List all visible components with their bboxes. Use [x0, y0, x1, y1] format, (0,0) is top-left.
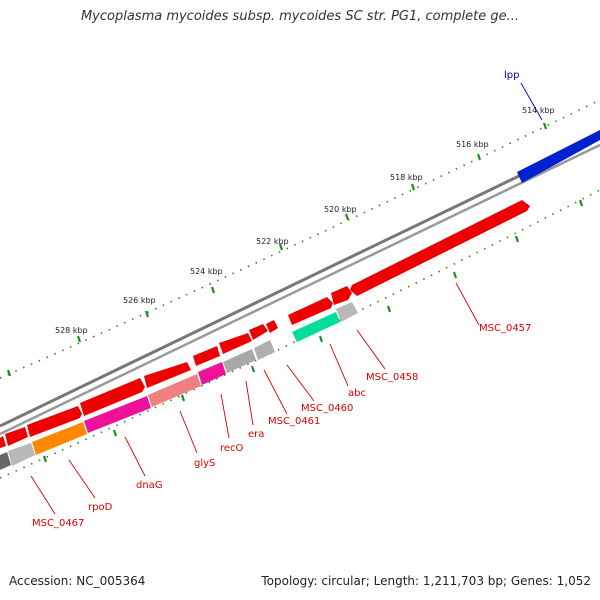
label-msc0467: MSC_0467 [32, 518, 84, 529]
label-abc: abc [348, 388, 366, 399]
label-msc0457: MSC_0457 [479, 323, 531, 334]
leader-msc0461 [263, 369, 288, 415]
leader-era [245, 380, 254, 426]
label-rpod: rpoD [88, 502, 113, 513]
scale-label: 524 kbp [190, 267, 223, 276]
gene-left-gray[interactable] [0, 452, 11, 470]
label-lpp: lpp [504, 70, 519, 81]
label-msc0458: MSC_0458 [366, 372, 418, 383]
tick-mark [476, 153, 482, 161]
leader-msc0457 [455, 282, 480, 326]
tick-mark [514, 235, 520, 243]
scale-label: 514 kbp [522, 106, 555, 115]
gene-arrow[interactable] [331, 286, 352, 305]
gene-arrow[interactable] [266, 320, 278, 333]
label-reco: recO [220, 443, 244, 454]
tick-mark [210, 286, 216, 294]
leader-rpod [68, 459, 96, 499]
label-era: era [248, 429, 264, 440]
gene-era[interactable] [254, 340, 275, 360]
leader-glys [179, 410, 198, 454]
gene-dnag[interactable] [84, 396, 151, 433]
genome-backbone-inner [0, 143, 600, 436]
scale-labels: 514 kbp 516 kbp 518 kbp 520 kbp 522 kbp … [55, 106, 555, 335]
gene-msc0457[interactable] [350, 200, 530, 296]
tick-mark [42, 455, 48, 463]
tick-mark [386, 305, 392, 313]
genome-backbone-outer [0, 135, 600, 428]
gene-arrow[interactable] [193, 346, 220, 366]
gene-arrow[interactable] [27, 406, 82, 437]
gene-abc[interactable] [336, 302, 358, 322]
gene-arrow[interactable] [219, 333, 252, 354]
leader-reco [220, 393, 230, 439]
scale-label: 528 kbp [55, 326, 88, 335]
tick-mark [344, 213, 350, 221]
outer-major-ticks [6, 122, 548, 377]
scale-label: 526 kbp [123, 296, 156, 305]
gene-msc0467[interactable] [8, 443, 35, 466]
scale-label: 520 kbp [324, 205, 357, 214]
tick-mark [318, 335, 324, 343]
label-glys: glyS [194, 458, 215, 469]
scale-label: 518 kbp [390, 173, 423, 182]
genome-title: Mycoplasma mycoides subsp. mycoides SC s… [80, 9, 520, 24]
gene-glys[interactable] [198, 362, 226, 385]
gene-arrow[interactable] [249, 324, 268, 340]
tick-mark [278, 243, 284, 251]
label-dnag: dnaG [136, 480, 163, 491]
label-msc0460: MSC_0460 [301, 403, 353, 414]
inner-major-ticks [42, 199, 584, 463]
gene-dnag-a[interactable] [148, 374, 201, 407]
gene-rpod[interactable] [32, 422, 87, 455]
tick-mark [76, 335, 82, 343]
leader-dnag [124, 436, 146, 477]
tick-mark [410, 183, 416, 191]
reverse-strand-genes [0, 302, 358, 470]
gene-labels: lpp MSC_0457 MSC_0458 abc MSC_0460 MSC_0… [32, 70, 531, 529]
gene-arrow[interactable] [0, 436, 6, 448]
tick-mark [452, 271, 458, 279]
leader-msc0467 [30, 475, 56, 515]
tick-mark [6, 369, 12, 377]
gene-arrow[interactable] [80, 378, 145, 416]
gene-msc0458[interactable] [292, 312, 340, 342]
topology-info: Topology: circular; Length: 1,211,703 bp… [261, 574, 591, 588]
label-msc0461: MSC_0461 [268, 416, 320, 427]
tick-mark [250, 365, 256, 373]
forward-strand-genes [0, 200, 530, 448]
scale-label: 522 kbp [256, 237, 289, 246]
tick-mark [542, 122, 548, 130]
scale-label: 516 kbp [456, 140, 489, 149]
leader-abc [329, 343, 349, 387]
gene-arrow[interactable] [144, 362, 191, 388]
gene-reco[interactable] [223, 349, 256, 373]
tick-mark [112, 429, 118, 437]
accession-info: Accession: NC_005364 [9, 574, 146, 588]
leader-msc0458 [356, 329, 386, 370]
tick-mark [180, 394, 186, 402]
leader-lpp [520, 82, 543, 121]
gene-arrow[interactable] [5, 427, 28, 446]
gene-lpp[interactable] [517, 130, 600, 183]
tick-mark [578, 199, 584, 207]
gene-arrow[interactable] [288, 297, 333, 325]
label-leaders [30, 82, 543, 515]
tick-mark [144, 310, 150, 318]
leader-msc0460 [286, 364, 315, 402]
